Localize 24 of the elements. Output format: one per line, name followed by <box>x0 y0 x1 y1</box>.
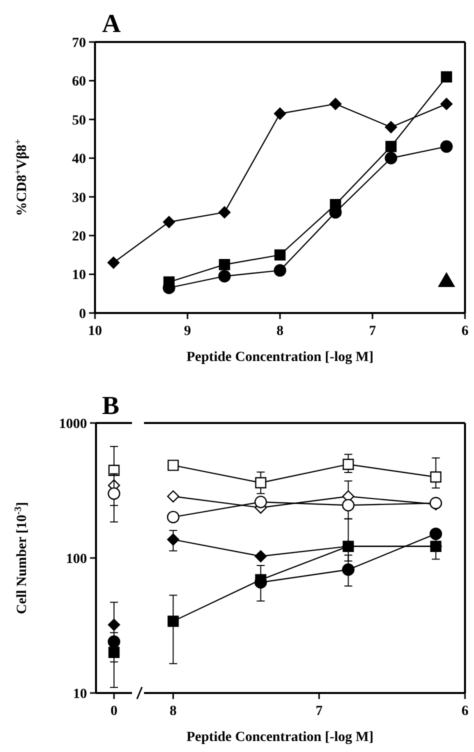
x-tick-label: 9 <box>184 324 191 339</box>
y-tick-label: 1000 <box>59 416 87 432</box>
y-tick-label: 60 <box>72 74 86 90</box>
y-tick-label: 50 <box>72 113 86 128</box>
x-tick-label: 7 <box>316 704 323 719</box>
y-tick-label: 0 <box>79 306 86 322</box>
x-tick-label: 6 <box>462 324 468 339</box>
chart-title: B <box>102 391 120 420</box>
x-tick-label: 8 <box>170 704 177 719</box>
y-tick-label: 70 <box>72 36 86 51</box>
x-tick-label: 10 <box>88 324 102 339</box>
y-tick-label: 30 <box>72 190 86 206</box>
x-tick-label: 7 <box>369 324 376 339</box>
x-tick-label: 8 <box>276 324 284 339</box>
y-tick-label: 10 <box>72 268 86 284</box>
x-axis-title: Peptide Concentration [-log M] <box>186 730 374 745</box>
x-tick-label: 6 <box>462 704 468 719</box>
y-tick-label: 10 <box>73 686 87 702</box>
x-tick-label: 0 <box>110 704 118 719</box>
chart-title: A <box>102 9 121 38</box>
x-axis-title: Peptide Concentration [-log M] <box>186 350 374 365</box>
y-tick-label: 40 <box>72 152 86 168</box>
y-tick-label: 100 <box>66 552 87 567</box>
y-tick-label: 20 <box>72 229 86 244</box>
